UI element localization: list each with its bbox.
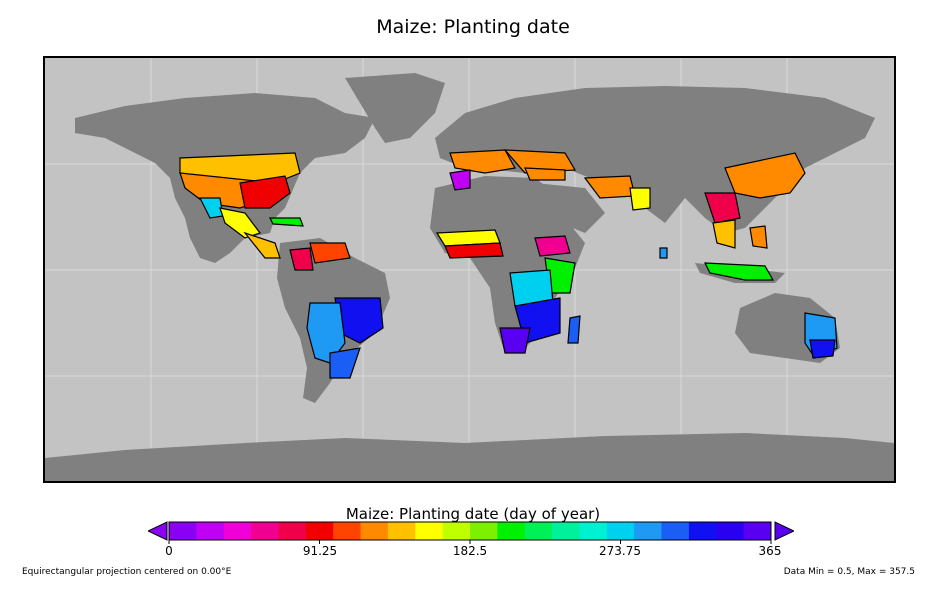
colorbar-bin (716, 522, 745, 540)
region-indonesia (704, 262, 775, 281)
projection-note: Equirectangular projection centered on 0… (22, 567, 232, 577)
region-ethiopia (534, 235, 571, 257)
colorbar-max-arrow (774, 521, 794, 541)
colorbar-bin (223, 522, 252, 540)
colorbar-bin (251, 522, 279, 540)
colorbar-bin (552, 522, 580, 540)
colorbar-bin (360, 522, 389, 540)
colorbar-bin (305, 522, 334, 540)
region-usa-southeast (239, 175, 291, 209)
region-sri-lanka (659, 247, 668, 259)
colorbar-bin (470, 522, 498, 540)
colorbar-bin (442, 522, 471, 540)
region-south-africa (499, 327, 531, 354)
colorbar-bin (278, 522, 307, 540)
colorbar-ticks (168, 540, 772, 544)
colorbar-tick-label: 182.5 (452, 544, 488, 558)
colorbar-bin (661, 522, 690, 540)
colorbar-bin (634, 522, 663, 540)
colorbar-bin (497, 522, 526, 540)
arabia-land (535, 183, 605, 233)
region-australia-southeast (809, 339, 836, 359)
planting-regions (179, 149, 838, 379)
region-turkey (524, 167, 566, 181)
region-venezuela (309, 242, 351, 264)
colorbar (148, 521, 794, 544)
colorbar-bin (196, 522, 225, 540)
region-europe-south (449, 149, 516, 174)
region-argentina (329, 347, 361, 379)
colorbar-bin (743, 522, 772, 540)
colorbar-bin (688, 522, 717, 540)
map-canvas (45, 58, 894, 481)
antarctica-land (45, 433, 894, 481)
colorbar-tick-label: 365 (758, 544, 782, 558)
region-colombia (289, 247, 314, 271)
region-iran (583, 175, 636, 199)
colorbar-bin (606, 522, 635, 540)
colorbar-tick-label: 0 (165, 544, 173, 558)
region-nigeria (444, 242, 504, 259)
colorbar-title: Maize: Planting date (day of year) (345, 505, 601, 523)
region-thailand (712, 219, 736, 249)
region-myanmar (704, 192, 741, 224)
data-range-note: Data Min = 0.5, Max = 357.5 (783, 567, 915, 577)
colorbar-bin (169, 522, 197, 540)
region-europe-east (503, 149, 577, 174)
colorbar-bin (579, 522, 608, 540)
colorbar-tick-label: 273.75 (599, 544, 641, 558)
colorbar-tick-label: 91.25 (302, 544, 338, 558)
colorbar-bin (524, 522, 553, 540)
colorbar-bins (168, 521, 772, 541)
colorbar-bin (415, 522, 444, 540)
greenland-land (345, 73, 445, 143)
map-title: Maize: Planting date (376, 16, 570, 38)
region-cuba (269, 217, 304, 227)
colorbar-bin (387, 522, 416, 540)
region-vietnam (749, 225, 768, 249)
region-spain (449, 169, 471, 191)
region-madagascar (567, 315, 581, 344)
region-afghanistan (629, 187, 651, 211)
colorbar-bin (333, 522, 362, 540)
world-map[interactable] (43, 56, 896, 483)
colorbar-min-arrow (148, 521, 168, 541)
region-central-america (243, 231, 281, 259)
